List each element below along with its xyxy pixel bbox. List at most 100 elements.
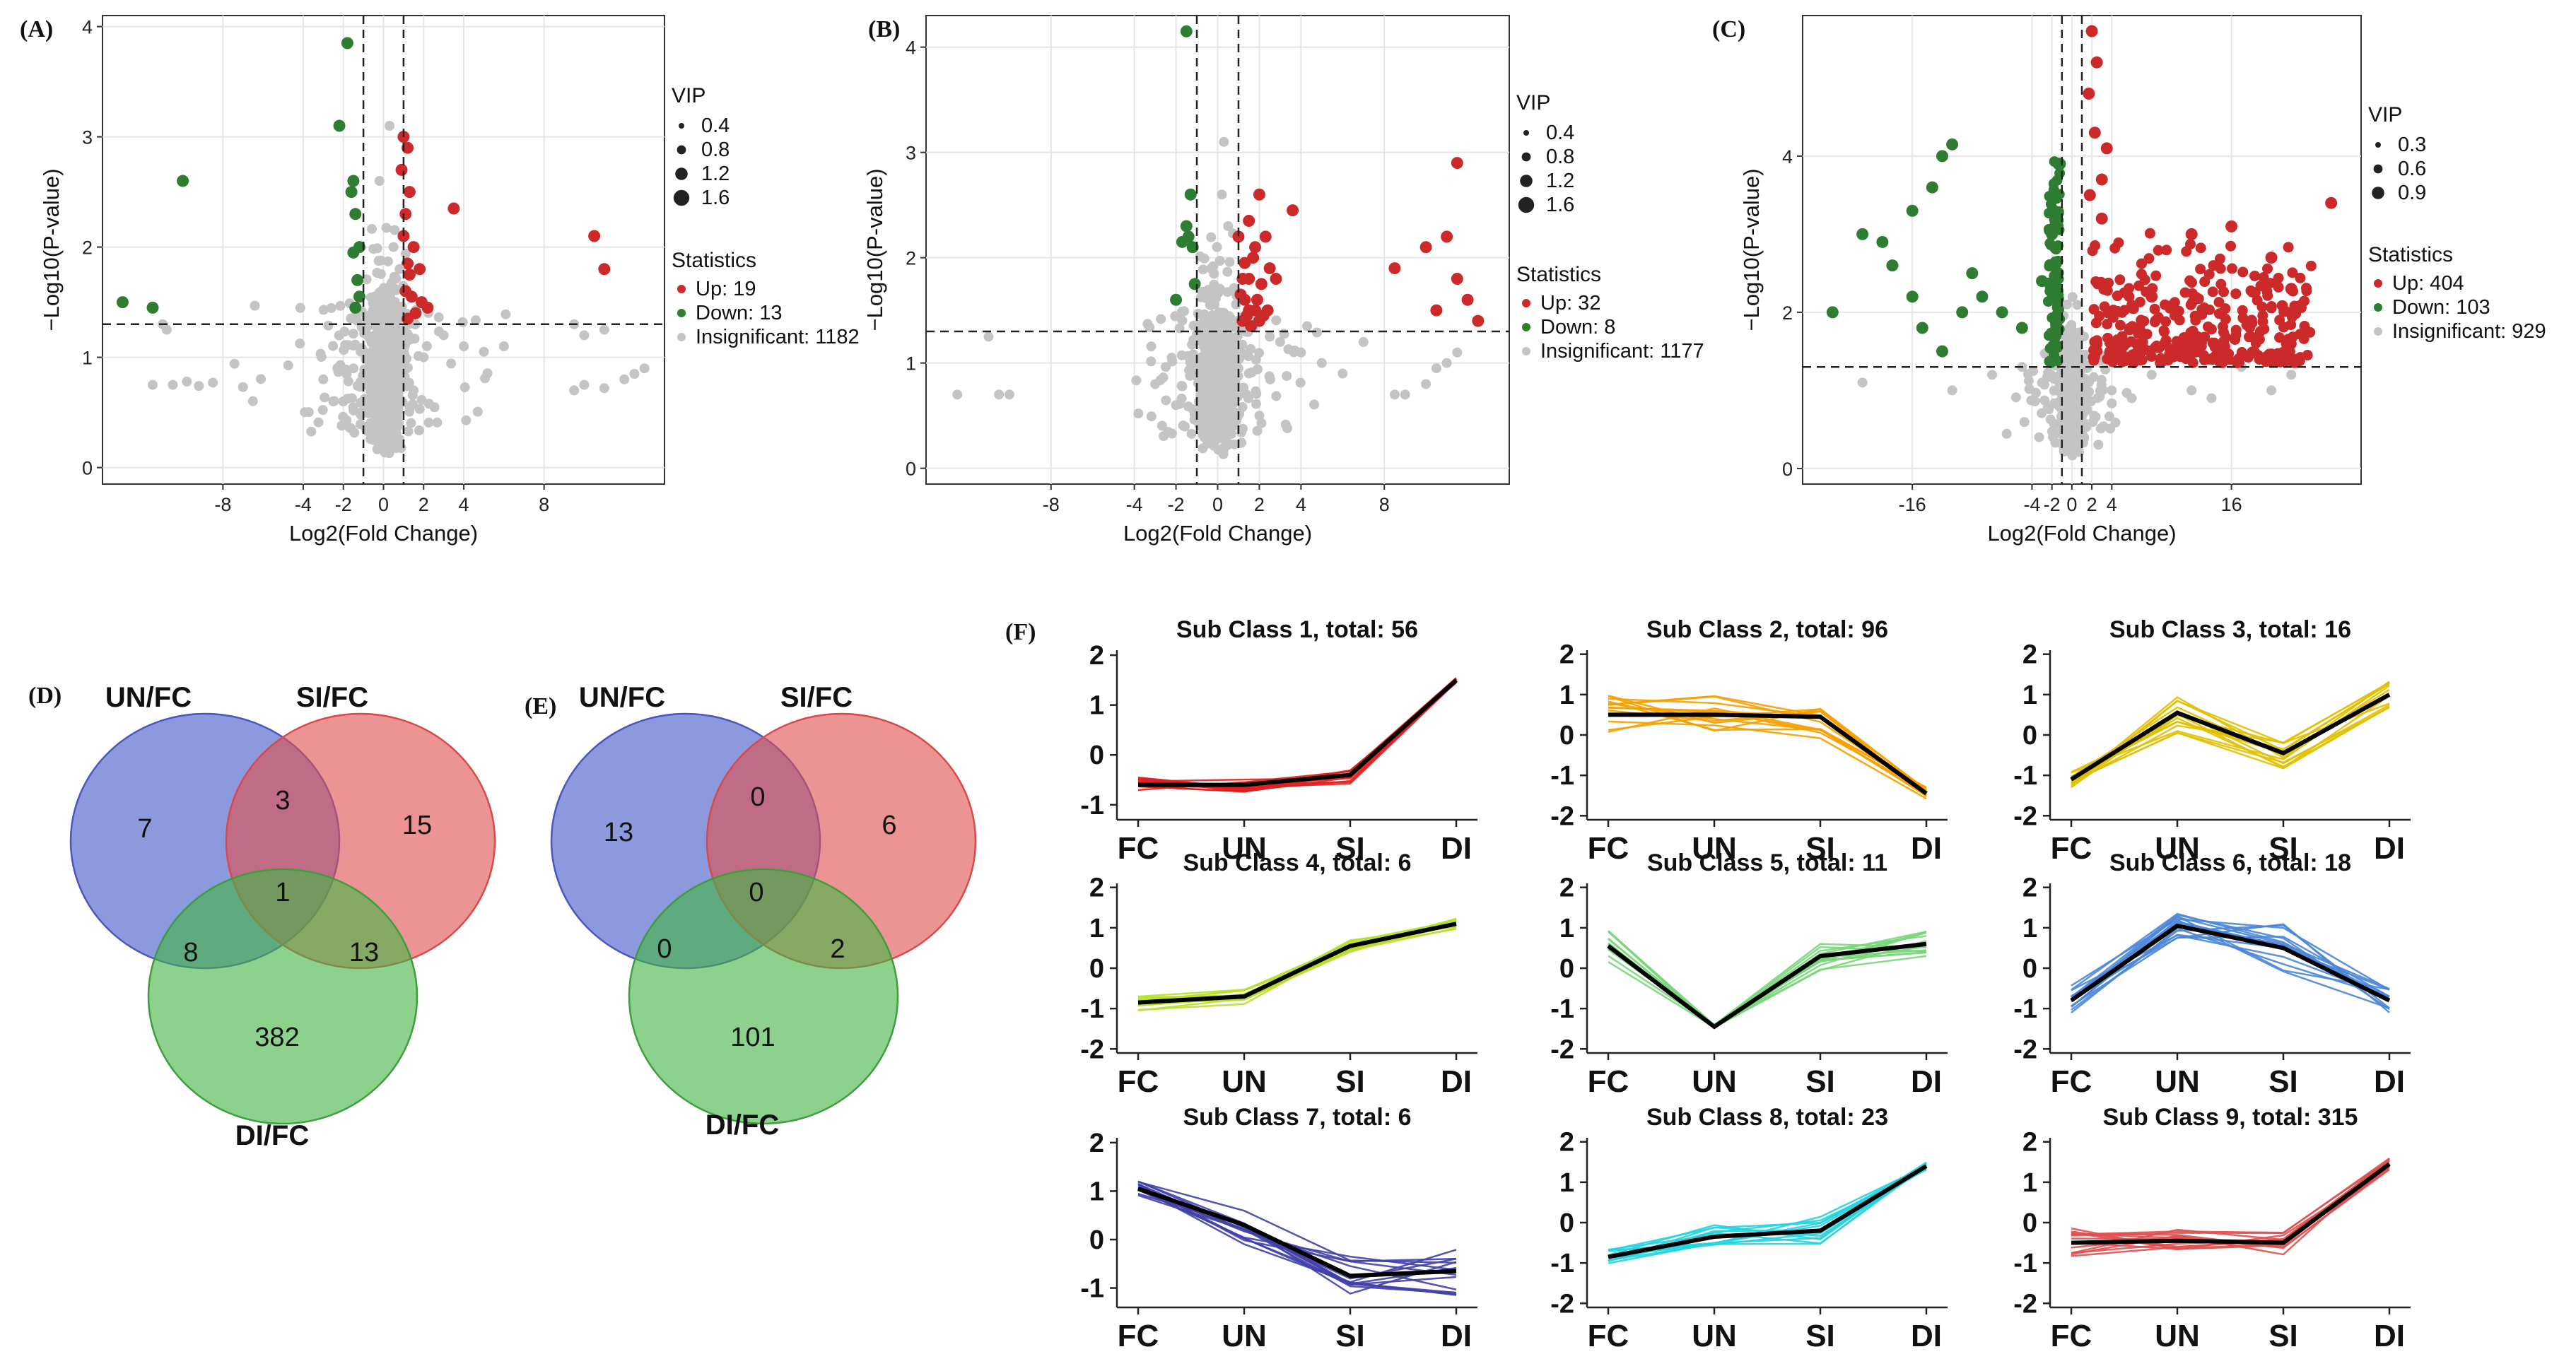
insignificant-point — [1146, 411, 1157, 422]
point-down — [1936, 150, 1948, 163]
insignificant-point — [500, 309, 511, 319]
member-line — [2071, 1166, 2390, 1251]
point-up — [2218, 336, 2230, 347]
point-up — [2207, 286, 2218, 298]
member-line — [1137, 680, 1457, 792]
insignificant-point — [389, 271, 399, 282]
point-insignificant — [168, 379, 178, 390]
y-tick-label: 0 — [2022, 954, 2037, 984]
point-up — [2237, 266, 2249, 278]
point-insignificant — [1358, 336, 1369, 347]
insignificant-point — [1204, 397, 1214, 408]
insignificant-point — [1213, 316, 1224, 326]
insignificant-point — [306, 426, 317, 437]
y-tick-label: 3 — [82, 127, 93, 148]
member-line — [1137, 928, 1457, 1004]
point-down — [1188, 278, 1201, 290]
y-tick-label: 0 — [906, 459, 916, 480]
point-insignificant — [498, 341, 509, 351]
mean-line — [2070, 923, 2391, 1003]
subclass-title: Sub Class 6, total: 18 — [2109, 849, 2351, 876]
point-insignificant — [374, 176, 385, 186]
point-up — [2223, 348, 2235, 360]
point-up — [598, 263, 611, 276]
y-tick-label: 0 — [1089, 741, 1104, 770]
subclass-title: Sub Class 2, total: 96 — [1646, 616, 1888, 643]
insignificant-point — [394, 343, 405, 353]
y-tick-label: -2 — [1080, 1035, 1104, 1064]
insignificant-point — [1309, 399, 1320, 410]
vip-legend-title: VIP — [2368, 103, 2402, 126]
point-down — [116, 296, 129, 309]
insignificant-point — [1251, 399, 1261, 409]
x-tick-label: DI — [1911, 831, 1942, 866]
member-line — [1608, 1163, 1927, 1252]
insignificant-point — [2066, 319, 2077, 330]
point-up — [2290, 353, 2302, 365]
x-tick-label: SI — [1805, 831, 1835, 866]
member-line — [1137, 681, 1457, 782]
x-tick-label: 0 — [1212, 494, 1223, 515]
insignificant-point — [1159, 431, 1169, 442]
insignificant-point — [1176, 307, 1187, 317]
insignificant-point — [1131, 375, 1142, 386]
insignificant-point — [362, 405, 373, 416]
point-insignificant — [1223, 220, 1234, 231]
point-up — [1236, 272, 1249, 285]
point-up — [2100, 142, 2113, 155]
x-tick-label: DI — [1441, 1064, 1472, 1099]
insignificant-point — [1271, 315, 1282, 326]
stats-legend-label: Up: 19 — [696, 278, 756, 300]
volcano-plot-A: -8 -4 -2 0 2 4 8 0 1 2 3 4 Log2(Fold Change) −Log10(P… — [39, 15, 860, 546]
point-down — [347, 246, 360, 259]
insignificant-point — [1198, 443, 1208, 454]
insignificant-point — [383, 389, 394, 399]
point-insignificant — [338, 396, 349, 406]
point-down — [2044, 355, 2055, 367]
point-up — [2287, 267, 2298, 278]
vip-legend-label: 1.6 — [1546, 194, 1574, 216]
point-up — [2207, 354, 2218, 365]
point-insignificant — [1254, 411, 1265, 421]
insignificant-point — [1177, 381, 1188, 392]
point-up — [2085, 25, 2098, 37]
point-insignificant — [2107, 385, 2117, 396]
y-tick-label: 1 — [1559, 681, 1574, 710]
insignificant-point — [1202, 389, 1213, 399]
point-up — [2143, 253, 2155, 264]
stats-legend-label: Insignificant: 929 — [2392, 320, 2546, 343]
insignificant-point — [2044, 404, 2054, 415]
y-tick-label: 2 — [1782, 302, 1793, 324]
insignificant-point — [392, 408, 403, 418]
member-line — [2071, 1158, 2390, 1237]
point-up — [2146, 351, 2158, 362]
stats-legend-label: Up: 404 — [2392, 272, 2464, 295]
point-up — [2234, 357, 2245, 368]
insignificant-point — [2072, 338, 2083, 348]
x-tick-label: FC — [1588, 1319, 1629, 1353]
member-line — [2071, 927, 2390, 1014]
x-tick-label: FC — [1118, 831, 1159, 866]
point-insignificant — [1316, 358, 1327, 368]
x-tick-label: FC — [2051, 1319, 2092, 1353]
point-up — [1451, 157, 1463, 170]
venn-set-2 — [147, 868, 418, 1125]
insignificant-point — [1230, 389, 1241, 399]
y-tick-label: 0 — [1782, 459, 1793, 480]
x-tick-label: 2 — [2087, 494, 2097, 515]
insignificant-point — [373, 439, 384, 449]
venn-region-count: 13 — [604, 818, 633, 847]
point-insignificant — [2186, 385, 2197, 396]
point-up — [2220, 303, 2231, 314]
insignificant-point — [316, 351, 327, 362]
point-up — [1249, 241, 1262, 254]
insignificant-point — [1256, 418, 1267, 428]
insignificant-point — [1295, 377, 1306, 388]
y-tick-label: 4 — [906, 37, 916, 59]
insignificant-point — [1213, 326, 1224, 336]
point-up — [402, 257, 414, 270]
insignificant-point — [2090, 412, 2100, 423]
point-up — [2179, 287, 2191, 298]
y-tick-label: 2 — [1089, 873, 1104, 903]
vip-legend-label: 0.9 — [2398, 182, 2426, 204]
